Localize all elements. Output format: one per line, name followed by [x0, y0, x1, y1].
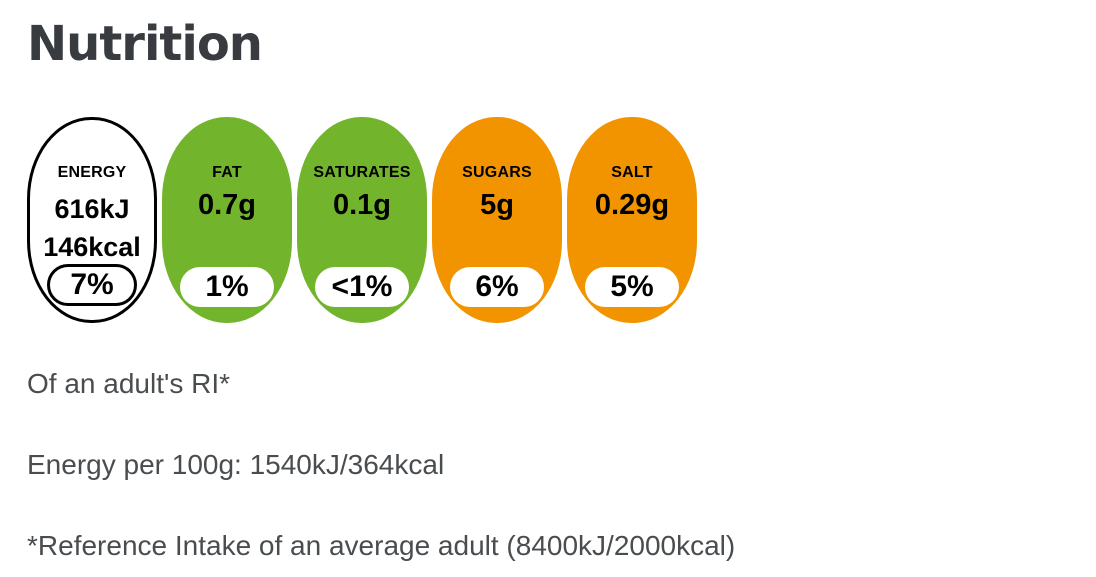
ri-percent-badge-salt: 5%	[585, 267, 679, 307]
ri-percent-badge-saturates: <1%	[315, 267, 409, 307]
ri-percent-badge-sugars: 6%	[450, 267, 544, 307]
ri-percent-badge-energy: 7%	[47, 264, 137, 306]
nutrition-pill-energy: ENERGY 616kJ 146kcal 7%	[27, 117, 157, 323]
nutrition-traffic-light-panel: ENERGY 616kJ 146kcal 7% FAT 0.7g 1% SATU…	[27, 117, 1096, 323]
footnote-ri: Of an adult's RI*	[27, 368, 230, 399]
pill-label-fat: FAT	[212, 164, 242, 181]
nutrition-pill-saturates: SATURATES 0.1g <1%	[297, 117, 427, 323]
footnotes: Of an adult's RI* Energy per 100g: 1540k…	[27, 368, 1096, 562]
nutrition-pill-fat: FAT 0.7g 1%	[162, 117, 292, 323]
ri-percent-badge-fat: 1%	[180, 267, 274, 307]
footnote-reference-intake: *Reference Intake of an average adult (8…	[27, 530, 736, 561]
pill-value-energy-kcal: 146kcal	[43, 232, 141, 262]
pill-value-saturates: 0.1g	[332, 189, 392, 221]
pill-value-salt: 0.29g	[594, 189, 670, 221]
nutrition-pill-sugars: SUGARS 5g 6%	[432, 117, 562, 323]
footnote-energy-per-100g: Energy per 100g: 1540kJ/364kcal	[27, 449, 445, 480]
nutrition-page: Nutrition ENERGY 616kJ 146kcal 7% FAT 0.…	[27, 16, 1096, 562]
page-title: Nutrition	[27, 16, 263, 72]
pill-label-sugars: SUGARS	[462, 164, 532, 181]
pill-label-salt: SALT	[611, 164, 653, 181]
pill-label-energy: ENERGY	[57, 164, 127, 181]
pill-value-sugars: 5g	[480, 189, 514, 221]
pill-value-energy-kj: 616kJ	[54, 194, 130, 224]
pill-label-saturates: SATURATES	[313, 164, 411, 181]
pill-value-fat: 0.7g	[197, 189, 257, 221]
nutrition-pill-salt: SALT 0.29g 5%	[567, 117, 697, 323]
